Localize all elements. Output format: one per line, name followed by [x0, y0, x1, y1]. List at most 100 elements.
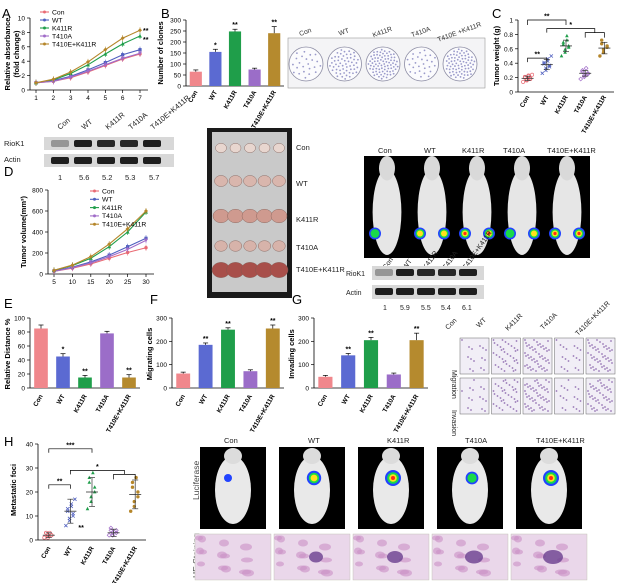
tissue-texture	[436, 549, 444, 555]
tumor-specimen	[270, 208, 288, 223]
cell-dot	[543, 367, 545, 369]
tumor-specimen	[272, 175, 286, 187]
cell-dot	[588, 393, 590, 395]
chart-d-xtick-label: 20	[106, 279, 114, 286]
tumor-specimen	[212, 208, 230, 223]
cell-dot	[547, 391, 549, 393]
colony-dot	[467, 67, 470, 70]
tumor-specimen	[269, 262, 289, 278]
tissue-texture	[377, 539, 387, 547]
colony-dot	[313, 66, 316, 69]
data-point	[144, 209, 148, 213]
significance-bracket	[48, 448, 93, 453]
cell-dot	[524, 339, 526, 341]
cell-dot	[587, 390, 589, 392]
panel-letter-b: B	[161, 6, 170, 21]
colony-dot	[379, 51, 382, 54]
significance-star: **	[544, 14, 550, 21]
cell-dot	[564, 409, 567, 411]
colony-dot	[417, 65, 420, 68]
cell-dot	[529, 347, 531, 349]
colony-dot	[353, 58, 355, 61]
cell-dot	[501, 390, 504, 392]
data-point	[547, 64, 552, 69]
colony-dot	[387, 67, 390, 70]
chart-g-category-label: T410E+K411R	[393, 393, 421, 434]
colony-dot	[381, 56, 384, 59]
cell-dot	[559, 395, 562, 397]
cell-dot	[532, 349, 534, 351]
blot-band-riok1	[74, 140, 92, 147]
colony-dot	[369, 67, 371, 70]
colony-dot	[379, 58, 382, 61]
colony-dot	[383, 72, 386, 75]
cell-dot	[470, 409, 472, 411]
colony-dot	[357, 58, 359, 61]
chart-e-category-label: T410A	[95, 393, 111, 414]
chart-f-ytick-label: 100	[156, 362, 167, 369]
cell-dot	[606, 367, 608, 369]
blot-a-value-t410a: 5.3	[125, 173, 135, 182]
cell-dot	[608, 398, 610, 400]
metastatic-nodule	[387, 551, 403, 563]
cell-dot	[500, 400, 503, 402]
cell-dot	[525, 393, 527, 395]
colony-dot	[378, 54, 381, 57]
chart-d-xtick-label: 10	[69, 279, 77, 286]
cell-dot	[560, 385, 563, 387]
mouse-head	[469, 156, 485, 181]
chart-a-ytick-label: 8	[21, 30, 25, 37]
significance-star: *	[62, 347, 65, 354]
tissue-texture	[556, 543, 568, 551]
colony-dot	[386, 73, 389, 76]
cell-dot	[574, 367, 577, 369]
data-point	[561, 42, 566, 46]
chart-a-xtick-label: 4	[86, 95, 90, 102]
colony-dot	[411, 57, 414, 60]
tissue-texture	[513, 561, 521, 567]
cell-dot	[480, 386, 482, 388]
colony-dot	[426, 59, 429, 62]
data-point	[103, 52, 108, 56]
colony-dot	[453, 56, 456, 59]
chart-a-xtick-label: 6	[121, 95, 125, 102]
signal-spot	[310, 474, 318, 482]
cell-dot	[594, 410, 596, 412]
blot-d-value-k411r: 5.5	[421, 305, 431, 312]
chart-a-xtick-label: 2	[52, 95, 56, 102]
cell-dot	[600, 382, 602, 384]
mouse-head	[424, 156, 440, 181]
cell-dot	[608, 347, 610, 349]
colony-dot	[457, 64, 460, 67]
bar-wt	[209, 51, 222, 86]
cell-dot	[471, 348, 473, 350]
tissue-texture	[515, 549, 523, 555]
cell-dot	[566, 370, 569, 372]
colony-dot	[330, 61, 333, 64]
mouse-body	[417, 169, 447, 255]
significance-star: *	[214, 42, 217, 49]
cell-dot	[505, 382, 508, 384]
invasion-micrograph	[459, 337, 490, 375]
series-line-t410e-k411r	[53, 210, 147, 271]
colony-dot	[424, 54, 427, 57]
cell-dot	[590, 354, 592, 356]
colony-dot	[383, 68, 386, 71]
colony-dot	[316, 60, 319, 63]
cell-dot	[599, 392, 601, 394]
tissue-texture	[434, 561, 442, 567]
cell-dot	[562, 346, 565, 348]
colony-dot	[349, 65, 351, 67]
colony-dot	[462, 77, 465, 79]
colony-dot	[349, 56, 352, 59]
bar-con	[176, 373, 191, 388]
cell-dot	[524, 365, 526, 367]
colony-dot	[331, 69, 334, 72]
cell-dot	[592, 398, 594, 400]
legend-marker	[43, 10, 46, 14]
chart-f-ytick-label: 200	[156, 339, 167, 346]
cell-dot	[587, 403, 589, 405]
colony-plate	[288, 46, 324, 82]
colony-dot	[450, 56, 453, 59]
cell-dot	[601, 404, 603, 406]
